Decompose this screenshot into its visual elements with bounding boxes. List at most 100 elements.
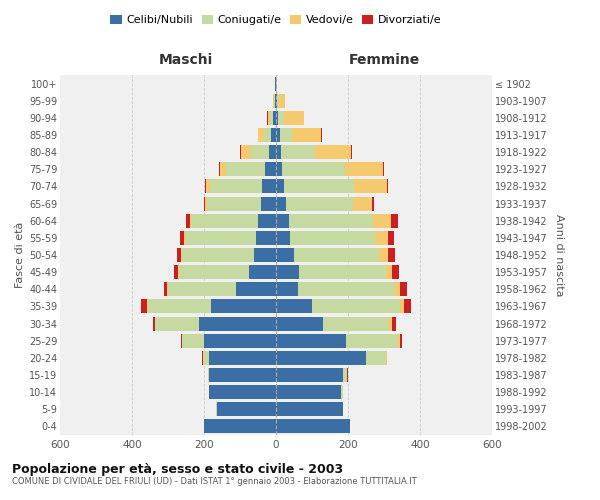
Bar <box>211 300 276 314</box>
Bar <box>276 214 289 228</box>
Bar <box>276 282 298 296</box>
Bar <box>395 282 400 296</box>
Bar <box>217 402 276 416</box>
Bar <box>182 334 204 347</box>
Text: Maschi: Maschi <box>159 54 213 68</box>
Bar <box>276 111 278 125</box>
Bar <box>203 351 209 365</box>
Bar <box>284 180 354 194</box>
Bar <box>341 385 343 399</box>
Bar <box>220 162 226 176</box>
Bar <box>206 180 210 194</box>
Bar <box>276 180 284 194</box>
Bar <box>276 402 343 416</box>
Y-axis label: Anni di nascita: Anni di nascita <box>554 214 565 296</box>
Bar <box>226 162 265 176</box>
Bar <box>276 351 366 365</box>
Bar <box>315 145 351 159</box>
Bar <box>168 282 236 296</box>
Bar <box>346 334 398 347</box>
Bar <box>389 316 392 330</box>
Bar <box>276 128 280 142</box>
Text: Femmine: Femmine <box>349 54 419 68</box>
Bar <box>265 162 276 176</box>
Bar <box>241 145 251 159</box>
Bar <box>366 351 386 365</box>
Bar <box>251 145 269 159</box>
Bar <box>276 248 294 262</box>
Bar <box>167 282 168 296</box>
Bar <box>388 231 394 245</box>
Bar <box>177 248 181 262</box>
Bar <box>276 162 283 176</box>
Y-axis label: Fasce di età: Fasce di età <box>14 222 25 288</box>
Bar <box>182 248 254 262</box>
Bar <box>400 300 404 314</box>
Bar <box>388 248 395 262</box>
Bar <box>164 282 167 296</box>
Bar <box>181 334 182 347</box>
Bar <box>254 248 276 262</box>
Bar <box>284 111 304 125</box>
Bar <box>276 265 299 279</box>
Bar <box>276 145 281 159</box>
Bar <box>209 385 276 399</box>
Bar <box>261 196 276 210</box>
Bar <box>181 248 182 262</box>
Bar <box>276 316 323 330</box>
Bar <box>271 128 276 142</box>
Bar <box>294 248 379 262</box>
Bar <box>209 351 276 365</box>
Bar <box>280 128 292 142</box>
Bar <box>199 316 276 330</box>
Bar <box>207 196 261 210</box>
Bar <box>278 111 284 125</box>
Legend: Celibi/Nubili, Coniugati/e, Vedovi/e, Divorziati/e: Celibi/Nubili, Coniugati/e, Vedovi/e, Di… <box>106 10 446 30</box>
Bar <box>249 265 276 279</box>
Bar <box>186 231 256 245</box>
Bar <box>375 231 388 245</box>
Bar <box>283 162 346 176</box>
Bar <box>210 180 262 194</box>
Bar <box>323 316 389 330</box>
Bar <box>398 334 400 347</box>
Bar <box>373 214 391 228</box>
Bar <box>276 231 290 245</box>
Bar <box>205 180 206 194</box>
Bar <box>353 196 373 210</box>
Bar <box>321 128 322 142</box>
Bar <box>209 368 276 382</box>
Bar <box>148 300 211 314</box>
Bar <box>274 94 275 108</box>
Bar <box>386 180 388 194</box>
Bar <box>269 145 276 159</box>
Bar <box>404 300 411 314</box>
Bar <box>153 316 155 330</box>
Bar <box>180 231 184 245</box>
Bar <box>273 111 276 125</box>
Bar <box>354 180 386 194</box>
Bar <box>299 265 386 279</box>
Bar <box>278 94 285 108</box>
Bar <box>141 300 148 314</box>
Bar <box>191 214 258 228</box>
Bar <box>269 111 273 125</box>
Bar <box>392 265 399 279</box>
Bar <box>264 128 271 142</box>
Bar <box>276 420 350 434</box>
Bar <box>379 248 388 262</box>
Text: Popolazione per età, sesso e stato civile - 2003: Popolazione per età, sesso e stato civil… <box>12 462 343 475</box>
Bar <box>190 214 191 228</box>
Bar <box>346 162 383 176</box>
Bar <box>236 282 276 296</box>
Bar <box>281 145 315 159</box>
Bar <box>155 316 199 330</box>
Bar <box>204 420 276 434</box>
Bar <box>256 231 276 245</box>
Text: COMUNE DI CIVIDALE DEL FRIULI (UD) - Dati ISTAT 1° gennaio 2003 - Elaborazione T: COMUNE DI CIVIDALE DEL FRIULI (UD) - Dat… <box>12 478 417 486</box>
Bar <box>276 300 312 314</box>
Bar <box>276 368 343 382</box>
Bar <box>179 265 249 279</box>
Bar <box>277 94 278 108</box>
Bar <box>386 265 392 279</box>
